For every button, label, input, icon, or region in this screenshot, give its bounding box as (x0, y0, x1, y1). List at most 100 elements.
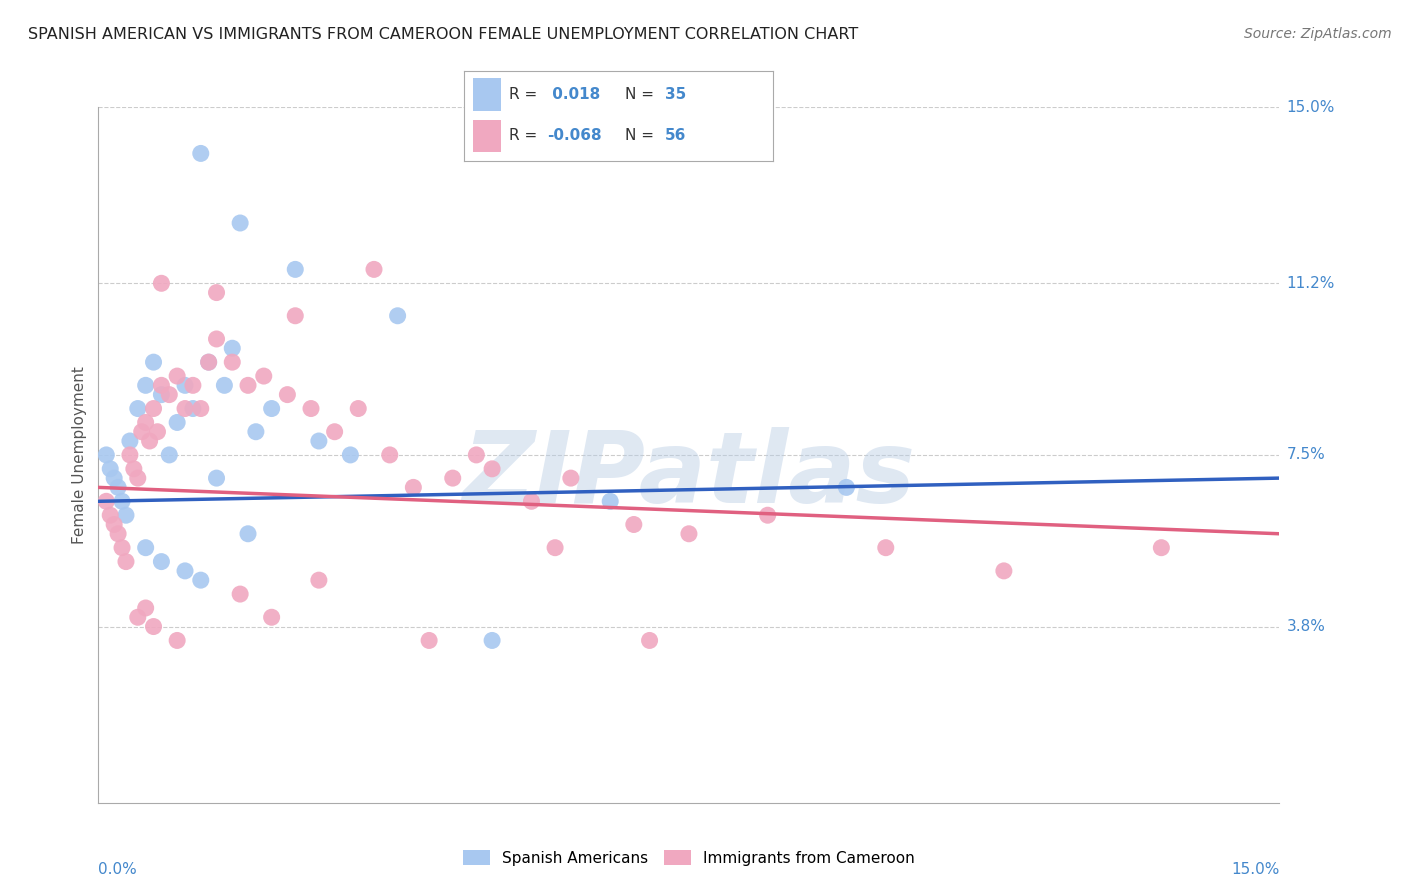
Point (205, 332, 228, 346)
Point (1150, 541, 1173, 555)
Point (150, 378, 173, 392)
Text: N =: N = (624, 87, 658, 102)
Text: 56: 56 (665, 128, 686, 143)
Point (107, 480, 129, 494)
Point (166, 416, 188, 430)
Point (260, 610, 283, 624)
Point (111, 494, 134, 508)
Point (138, 434, 160, 448)
Point (418, 633, 440, 648)
Point (122, 462, 145, 476)
Point (131, 425, 153, 439)
Point (678, 526, 700, 541)
Point (236, 378, 259, 392)
Point (245, 425, 267, 439)
Point (181, 378, 204, 392)
Point (465, 448, 488, 462)
Point (166, 369, 188, 384)
Point (150, 387, 173, 401)
Point (205, 285, 228, 300)
Point (115, 508, 138, 523)
Text: 0.018: 0.018 (547, 87, 600, 102)
Point (98, 462, 121, 476)
Point (96, 494, 118, 508)
Point (221, 341, 243, 355)
Point (135, 378, 157, 392)
Point (197, 355, 219, 369)
Point (623, 517, 645, 532)
Point (142, 401, 165, 416)
Text: -0.068: -0.068 (547, 128, 602, 143)
Text: 11.2%: 11.2% (1286, 276, 1334, 291)
Text: 7.5%: 7.5% (1286, 448, 1326, 462)
Point (481, 633, 503, 648)
Point (181, 401, 204, 416)
Point (236, 526, 259, 541)
Point (135, 601, 157, 615)
Point (875, 541, 897, 555)
Point (103, 517, 125, 532)
Point (157, 448, 180, 462)
Text: Source: ZipAtlas.com: Source: ZipAtlas.com (1244, 27, 1392, 41)
Point (127, 401, 149, 416)
Point (221, 355, 243, 369)
Point (638, 633, 661, 648)
Point (190, 401, 212, 416)
Point (96, 448, 118, 462)
Point (150, 555, 173, 569)
Point (150, 277, 173, 291)
Point (174, 401, 197, 416)
Text: 15.0%: 15.0% (1286, 100, 1334, 114)
Point (347, 401, 370, 416)
Point (284, 309, 307, 323)
Point (118, 434, 141, 448)
Point (276, 387, 298, 401)
Point (174, 564, 197, 578)
Point (166, 633, 188, 648)
Point (107, 526, 129, 541)
Point (98, 508, 121, 523)
Text: R =: R = (509, 128, 541, 143)
Point (135, 541, 157, 555)
Point (115, 555, 138, 569)
Point (299, 401, 322, 416)
Point (142, 619, 165, 633)
Point (363, 262, 385, 277)
Point (378, 448, 401, 462)
Point (118, 448, 141, 462)
Bar (474, 78, 501, 111)
Text: N =: N = (624, 128, 658, 143)
Text: 3.8%: 3.8% (1286, 619, 1326, 634)
Point (402, 480, 425, 494)
Point (205, 471, 228, 485)
Point (229, 216, 252, 230)
Text: SPANISH AMERICAN VS IMMIGRANTS FROM CAMEROON FEMALE UNEMPLOYMENT CORRELATION CHA: SPANISH AMERICAN VS IMMIGRANTS FROM CAME… (28, 27, 859, 42)
Point (387, 309, 409, 323)
Point (103, 471, 125, 485)
Point (190, 146, 212, 161)
Point (190, 573, 212, 587)
Point (756, 508, 779, 523)
Point (157, 387, 180, 401)
Text: 35: 35 (665, 87, 686, 102)
Text: R =: R = (509, 87, 541, 102)
Point (135, 416, 157, 430)
Point (599, 494, 621, 508)
Point (560, 471, 582, 485)
Point (127, 471, 149, 485)
Point (127, 610, 149, 624)
Point (339, 448, 361, 462)
Y-axis label: Female Unemployment: Female Unemployment (72, 366, 87, 544)
Text: 0.0%: 0.0% (98, 863, 138, 877)
Point (197, 355, 219, 369)
Point (146, 425, 169, 439)
Point (214, 378, 236, 392)
Text: ZIPatlas: ZIPatlas (463, 427, 915, 524)
Point (284, 262, 307, 277)
Point (544, 541, 567, 555)
Point (441, 471, 464, 485)
Point (229, 587, 252, 601)
Point (260, 401, 283, 416)
Text: 15.0%: 15.0% (1232, 863, 1279, 877)
Point (835, 480, 858, 494)
